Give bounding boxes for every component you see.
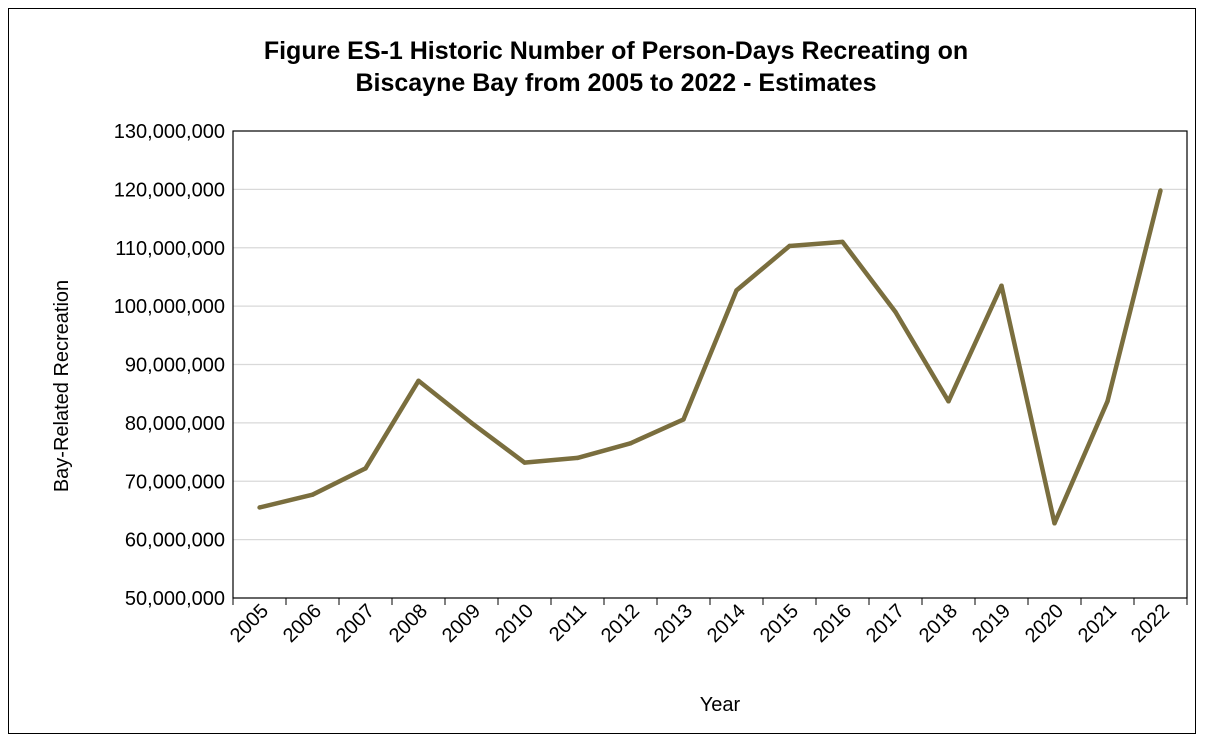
data-point [1052, 521, 1057, 526]
series-group [257, 188, 1163, 526]
x-tick-label: 2014 [703, 600, 750, 647]
x-tick-label: 2017 [862, 600, 909, 647]
x-tick-label: 2016 [809, 600, 856, 647]
data-point [946, 399, 951, 404]
x-axis-title: Year [700, 694, 741, 716]
y-tick-label: 130,000,000 [114, 121, 225, 143]
x-tick-label: 2005 [226, 600, 273, 647]
x-tick-label: 2011 [545, 600, 591, 646]
y-axis-title: Bay-Related Recreation [51, 280, 73, 492]
y-tick-label: 50,000,000 [125, 588, 225, 610]
line-chart: Figure ES-1 Historic Number of Person-Da… [51, 37, 1188, 716]
data-point [681, 417, 686, 422]
data-point [363, 466, 368, 471]
data-point [416, 378, 421, 383]
data-point [999, 283, 1004, 288]
x-tick-label: 2015 [756, 600, 803, 647]
data-point [893, 309, 898, 315]
data-point [1105, 399, 1110, 404]
chart-title-line-2: Biscayne Bay from 2005 to 2022 - Estimat… [355, 69, 876, 97]
data-point [522, 460, 527, 465]
chart-title-line-1: Figure ES-1 Historic Number of Person-Da… [264, 37, 968, 65]
y-tick-label: 60,000,000 [125, 530, 225, 552]
x-tick-label: 2008 [385, 600, 432, 647]
y-tick-label: 110,000,000 [115, 238, 225, 260]
y-tick-label: 100,000,000 [114, 296, 225, 318]
y-axis: 50,000,000 60,000,000 70,000,000 80,000,000… [114, 121, 225, 610]
y-tick-label: 80,000,000 [125, 413, 225, 435]
x-tick-label: 2010 [491, 600, 538, 647]
x-tick-label: 2018 [915, 600, 962, 647]
y-tick-label: 120,000,000 [114, 179, 225, 201]
data-point [628, 441, 633, 446]
data-point [310, 492, 315, 497]
x-tick-label: 2007 [332, 600, 379, 647]
x-tick-label: 2022 [1127, 600, 1174, 647]
chart-frame: Figure ES-1 Historic Number of Person-Da… [8, 8, 1196, 734]
x-tick-label: 2012 [597, 600, 644, 647]
data-point [734, 288, 739, 293]
y-tick-label: 70,000,000 [125, 471, 225, 493]
gridlines [233, 188, 1187, 541]
x-tick-label: 2019 [968, 600, 1015, 647]
data-point [575, 455, 580, 461]
x-tick-label: 2020 [1021, 600, 1068, 647]
y-tick-label: 90,000,000 [125, 355, 225, 377]
data-point [469, 420, 474, 426]
x-tick-label: 2013 [650, 600, 697, 647]
data-point [1158, 188, 1163, 193]
x-axis: 2005 2006 2007 2008 2009 2010 2011 2012 2013 2014… [226, 598, 1188, 647]
data-point [840, 239, 845, 245]
series-line [258, 189, 1163, 526]
x-tick-label: 2009 [438, 600, 485, 647]
x-tick-label: 2006 [279, 600, 326, 647]
x-tick-label: 2021 [1074, 600, 1121, 647]
data-point [257, 505, 262, 510]
data-point [787, 243, 792, 249]
